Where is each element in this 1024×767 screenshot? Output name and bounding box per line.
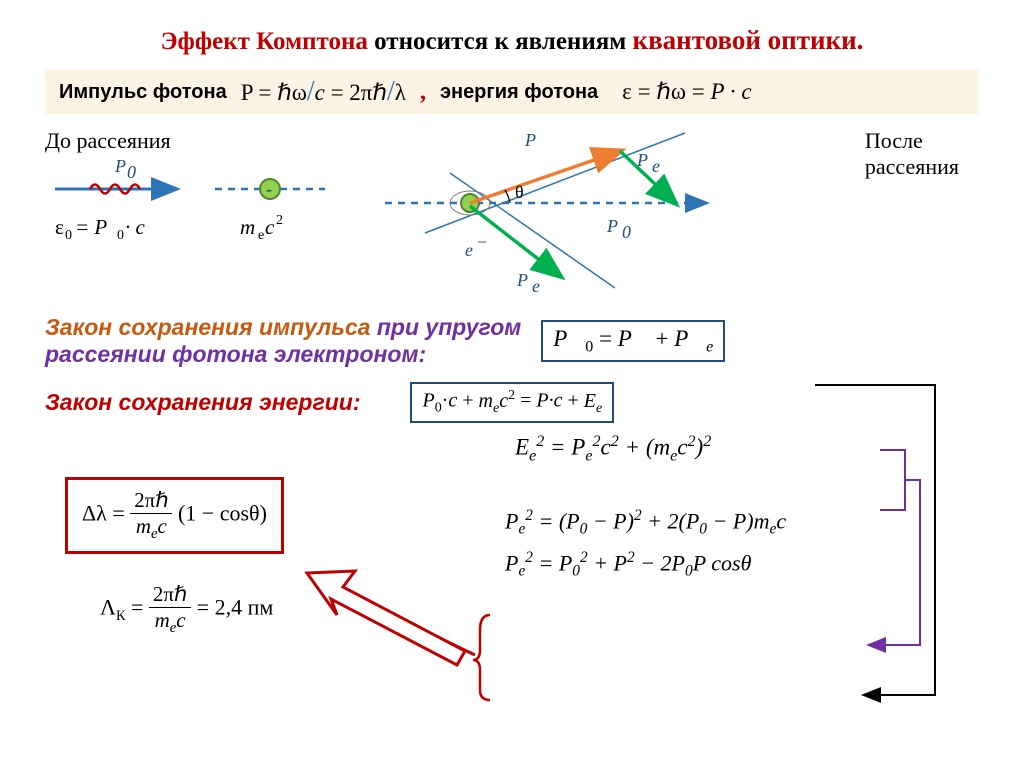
svg-text:e: e	[532, 276, 540, 296]
svg-text:−: −	[476, 232, 488, 252]
pe-squared-block: Pe2 = (P0 − P)2 + 2(P0 − P)mec Pe2 = P02…	[505, 507, 786, 637]
before-block: До рассеяния P⃗ 0 - ε 0 = P 0 · c m e c …	[45, 128, 345, 255]
svg-text:0: 0	[117, 228, 124, 243]
pe-eq2: Pe2 = (P0 − P)2 + 2(P0 − P)mec	[505, 507, 786, 539]
svg-text:0: 0	[65, 228, 72, 243]
svg-text:0: 0	[622, 222, 631, 242]
svg-text:e: e	[258, 228, 264, 243]
impulse-label: Импульс фотона	[59, 81, 227, 104]
svg-text:e: e	[465, 240, 473, 260]
energy-law-row: Закон сохранения энергии: P0·c + mec2 = …	[45, 382, 979, 423]
left-results: Δλ = 2πℏmec (1 − cosθ) ΛК = 2πℏmec = 2,4…	[45, 477, 425, 637]
svg-text:P⃗: P⃗	[524, 130, 550, 150]
diagram-row: До рассеяния P⃗ 0 - ε 0 = P 0 · c m e c …	[45, 128, 979, 304]
pe-eq3: Pe2 = P02 + P2 − 2P0P cosθ	[505, 549, 786, 581]
after-diagram: θ P⃗ P⃗e P⃗0 e− P⃗e	[365, 128, 785, 298]
title-part2: относится к явлениям	[368, 28, 633, 55]
impulse-formula: P = ℏω/c = 2πℏ/λ	[241, 76, 406, 108]
comma: ,	[420, 79, 426, 106]
compton-wavelength: ΛК = 2πℏmec = 2,4 пм	[100, 582, 425, 637]
energy-label: энергия фотона	[440, 81, 598, 104]
delta-lambda-box: Δλ = 2πℏmec (1 − cosθ)	[65, 477, 284, 554]
title-part1: Эффект Комптона	[161, 28, 368, 55]
after-title: После рассеяния	[865, 128, 959, 180]
svg-text:ε: ε	[55, 215, 64, 239]
ee-squared-eq: Ee2 = Pe2c2 + (mec2)2	[515, 433, 979, 465]
svg-text:· c: · c	[125, 215, 146, 239]
svg-text:m: m	[240, 215, 255, 239]
before-title: До рассеяния	[45, 128, 345, 154]
energy-eq-box: P0·c + mec2 = P·c + Ee	[410, 382, 614, 423]
svg-text:e: e	[652, 156, 660, 176]
svg-text:0: 0	[127, 162, 136, 182]
svg-text:= P: = P	[75, 215, 107, 239]
energy-formula: ε = ℏω = P · c	[622, 79, 751, 105]
svg-text:θ: θ	[515, 182, 524, 202]
title-part3: квантовой оптики.	[633, 25, 864, 55]
before-diagram: P⃗ 0 - ε 0 = P 0 · c m e c 2	[45, 154, 345, 249]
formula-bar: Импульс фотона P = ℏω/c = 2πℏ/λ , энерги…	[45, 70, 979, 114]
momentum-law-row: Закон сохранения импульса при упругом ра…	[45, 314, 979, 368]
after-block: После рассеяния θ P	[365, 128, 979, 304]
energy-law-label: Закон сохранения энергии:	[45, 389, 360, 416]
momentum-eq-box: P⃗0 = P⃗ + P⃗e	[541, 320, 725, 363]
momentum-law-label: Закон сохранения импульса при упругом ра…	[45, 314, 521, 368]
svg-text:c: c	[265, 215, 275, 239]
svg-text:-: -	[266, 179, 272, 199]
bottom-row: Δλ = 2πℏmec (1 − cosθ) ΛК = 2πℏmec = 2,4…	[45, 477, 979, 637]
page-title: Эффект Комптона относится к явлениям ква…	[45, 25, 979, 56]
svg-text:2: 2	[276, 213, 283, 228]
